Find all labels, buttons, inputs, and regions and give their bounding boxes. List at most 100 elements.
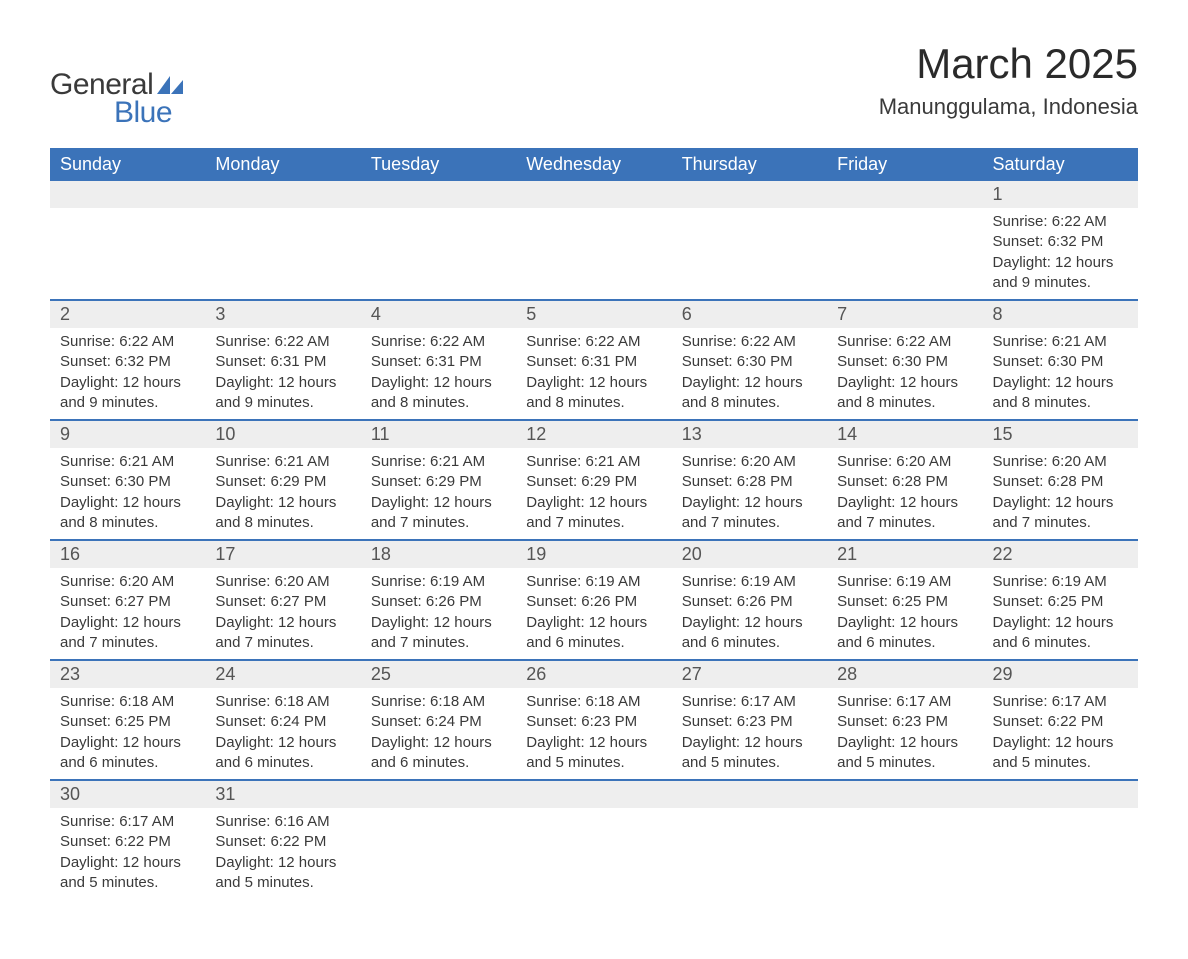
empty-cell — [361, 808, 516, 899]
day-detail-cell: Sunrise: 6:18 AMSunset: 6:24 PMDaylight:… — [361, 688, 516, 780]
day-detail-cell: Sunrise: 6:16 AMSunset: 6:22 PMDaylight:… — [205, 808, 360, 899]
sunset-text: Sunset: 6:25 PM — [837, 592, 972, 612]
day-number-cell: 16 — [50, 540, 205, 568]
sunset-text: Sunset: 6:26 PM — [371, 592, 506, 612]
sunset-text: Sunset: 6:29 PM — [371, 472, 506, 492]
title-block: March 2025 Manunggulama, Indonesia — [879, 40, 1138, 120]
day-number-cell: 7 — [827, 300, 982, 328]
sunset-text: Sunset: 6:28 PM — [682, 472, 817, 492]
sunset-text: Sunset: 6:23 PM — [526, 712, 661, 732]
sunset-text: Sunset: 6:32 PM — [993, 232, 1128, 252]
daylight-text: Daylight: 12 hours and 8 minutes. — [837, 373, 972, 414]
day-number-cell: 27 — [672, 660, 827, 688]
sunset-text: Sunset: 6:29 PM — [526, 472, 661, 492]
calendar-daynum-row: 2345678 — [50, 300, 1138, 328]
sunrise-text: Sunrise: 6:18 AM — [215, 692, 350, 712]
daylight-text: Daylight: 12 hours and 6 minutes. — [993, 613, 1128, 654]
day-detail-cell: Sunrise: 6:22 AMSunset: 6:32 PMDaylight:… — [983, 208, 1138, 300]
brand-logo: General Blue — [50, 68, 183, 130]
sunrise-text: Sunrise: 6:22 AM — [60, 332, 195, 352]
daylight-text: Daylight: 12 hours and 5 minutes. — [682, 733, 817, 774]
calendar-detail-row: Sunrise: 6:20 AMSunset: 6:27 PMDaylight:… — [50, 568, 1138, 660]
daylight-text: Daylight: 12 hours and 7 minutes. — [526, 493, 661, 534]
day-detail-cell: Sunrise: 6:17 AMSunset: 6:23 PMDaylight:… — [827, 688, 982, 780]
empty-cell — [827, 808, 982, 899]
calendar-daynum-row: 9101112131415 — [50, 420, 1138, 448]
day-number-cell: 4 — [361, 300, 516, 328]
day-detail-cell: Sunrise: 6:19 AMSunset: 6:26 PMDaylight:… — [361, 568, 516, 660]
day-number-cell: 24 — [205, 660, 360, 688]
daylight-text: Daylight: 12 hours and 8 minutes. — [215, 493, 350, 534]
day-detail-cell: Sunrise: 6:21 AMSunset: 6:30 PMDaylight:… — [983, 328, 1138, 420]
daylight-text: Daylight: 12 hours and 7 minutes. — [682, 493, 817, 534]
day-detail-cell: Sunrise: 6:17 AMSunset: 6:23 PMDaylight:… — [672, 688, 827, 780]
day-detail-cell: Sunrise: 6:18 AMSunset: 6:23 PMDaylight:… — [516, 688, 671, 780]
sunset-text: Sunset: 6:23 PM — [837, 712, 972, 732]
sunrise-text: Sunrise: 6:19 AM — [837, 572, 972, 592]
day-number-cell: 10 — [205, 420, 360, 448]
day-detail-cell: Sunrise: 6:20 AMSunset: 6:28 PMDaylight:… — [827, 448, 982, 540]
daylight-text: Daylight: 12 hours and 9 minutes. — [215, 373, 350, 414]
empty-cell — [827, 208, 982, 300]
sunrise-text: Sunrise: 6:21 AM — [371, 452, 506, 472]
day-number-cell: 11 — [361, 420, 516, 448]
day-detail-cell: Sunrise: 6:21 AMSunset: 6:29 PMDaylight:… — [516, 448, 671, 540]
logo-sail-icon — [157, 76, 183, 94]
daylight-text: Daylight: 12 hours and 7 minutes. — [993, 493, 1128, 534]
sunset-text: Sunset: 6:30 PM — [993, 352, 1128, 372]
day-number-cell: 30 — [50, 780, 205, 808]
sunrise-text: Sunrise: 6:21 AM — [526, 452, 661, 472]
empty-cell — [50, 208, 205, 300]
day-detail-cell: Sunrise: 6:20 AMSunset: 6:28 PMDaylight:… — [983, 448, 1138, 540]
day-detail-cell: Sunrise: 6:22 AMSunset: 6:31 PMDaylight:… — [361, 328, 516, 420]
day-number-cell: 25 — [361, 660, 516, 688]
sunset-text: Sunset: 6:24 PM — [215, 712, 350, 732]
sunrise-text: Sunrise: 6:22 AM — [371, 332, 506, 352]
sunrise-text: Sunrise: 6:18 AM — [371, 692, 506, 712]
calendar-daynum-row: 1 — [50, 181, 1138, 208]
sunset-text: Sunset: 6:30 PM — [682, 352, 817, 372]
day-number-cell: 2 — [50, 300, 205, 328]
day-number-cell: 14 — [827, 420, 982, 448]
day-number-cell: 9 — [50, 420, 205, 448]
day-detail-cell: Sunrise: 6:21 AMSunset: 6:30 PMDaylight:… — [50, 448, 205, 540]
month-year-title: March 2025 — [879, 40, 1138, 88]
sunset-text: Sunset: 6:31 PM — [215, 352, 350, 372]
empty-cell — [672, 208, 827, 300]
day-detail-cell: Sunrise: 6:17 AMSunset: 6:22 PMDaylight:… — [50, 808, 205, 899]
sunrise-text: Sunrise: 6:22 AM — [682, 332, 817, 352]
daylight-text: Daylight: 12 hours and 8 minutes. — [993, 373, 1128, 414]
daylight-text: Daylight: 12 hours and 7 minutes. — [837, 493, 972, 534]
sunrise-text: Sunrise: 6:22 AM — [526, 332, 661, 352]
daylight-text: Daylight: 12 hours and 8 minutes. — [526, 373, 661, 414]
empty-cell — [672, 808, 827, 899]
day-number-cell: 3 — [205, 300, 360, 328]
sunrise-text: Sunrise: 6:18 AM — [60, 692, 195, 712]
sunrise-text: Sunrise: 6:18 AM — [526, 692, 661, 712]
sunrise-text: Sunrise: 6:20 AM — [682, 452, 817, 472]
empty-cell — [50, 181, 205, 208]
sunset-text: Sunset: 6:22 PM — [60, 832, 195, 852]
day-number-cell: 20 — [672, 540, 827, 568]
day-detail-cell: Sunrise: 6:19 AMSunset: 6:26 PMDaylight:… — [516, 568, 671, 660]
location-subtitle: Manunggulama, Indonesia — [879, 94, 1138, 120]
sunrise-text: Sunrise: 6:19 AM — [526, 572, 661, 592]
day-detail-cell: Sunrise: 6:18 AMSunset: 6:25 PMDaylight:… — [50, 688, 205, 780]
day-number-cell: 31 — [205, 780, 360, 808]
sunrise-text: Sunrise: 6:21 AM — [60, 452, 195, 472]
daylight-text: Daylight: 12 hours and 9 minutes. — [60, 373, 195, 414]
empty-cell — [205, 208, 360, 300]
day-detail-cell: Sunrise: 6:22 AMSunset: 6:30 PMDaylight:… — [827, 328, 982, 420]
sunset-text: Sunset: 6:29 PM — [215, 472, 350, 492]
sunrise-text: Sunrise: 6:19 AM — [993, 572, 1128, 592]
sunset-text: Sunset: 6:32 PM — [60, 352, 195, 372]
daylight-text: Daylight: 12 hours and 6 minutes. — [837, 613, 972, 654]
sunset-text: Sunset: 6:26 PM — [526, 592, 661, 612]
calendar-daynum-row: 3031 — [50, 780, 1138, 808]
empty-cell — [516, 208, 671, 300]
calendar-daynum-row: 23242526272829 — [50, 660, 1138, 688]
sunrise-text: Sunrise: 6:20 AM — [215, 572, 350, 592]
daylight-text: Daylight: 12 hours and 5 minutes. — [993, 733, 1128, 774]
sunrise-text: Sunrise: 6:20 AM — [993, 452, 1128, 472]
day-number-cell: 5 — [516, 300, 671, 328]
